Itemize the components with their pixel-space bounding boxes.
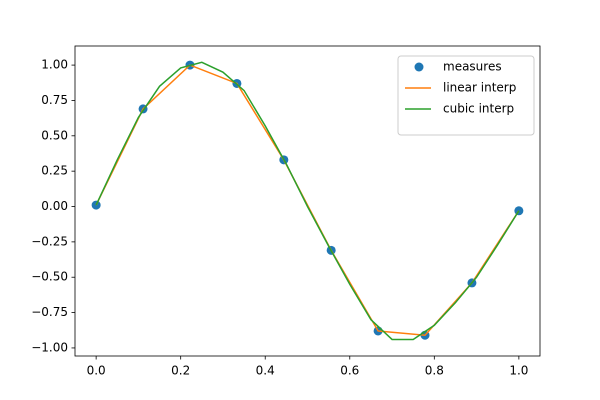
legend-label: linear interp [443, 81, 516, 95]
data-line [95, 61, 520, 341]
data-point [91, 200, 101, 210]
y-tick-label: −0.50 [31, 270, 68, 284]
x-tick-label: 0.2 [171, 364, 190, 378]
y-tick-label: 0.50 [41, 128, 68, 142]
legend-label: cubic interp [443, 102, 514, 116]
plot-frame [74, 45, 541, 357]
legend-box [397, 55, 535, 136]
data-point [514, 206, 524, 216]
x-tick-label: 0.4 [256, 364, 275, 378]
y-tick-label: −0.75 [31, 305, 68, 319]
legend-marker [414, 62, 424, 72]
x-tick-label: 0.8 [425, 364, 444, 378]
y-tick-label: 0.75 [41, 93, 68, 107]
x-tick-label: 0.0 [87, 364, 106, 378]
legend-label: measures [443, 60, 502, 74]
x-tick-label: 0.6 [340, 364, 359, 378]
y-tick-label: 1.00 [41, 58, 68, 72]
y-tick-label: 0.25 [41, 164, 68, 178]
y-tick-label: 0.00 [41, 199, 68, 213]
y-tick-label: −1.00 [31, 340, 68, 354]
y-tick-label: −0.25 [31, 234, 68, 248]
x-tick-label: 1.0 [509, 364, 528, 378]
